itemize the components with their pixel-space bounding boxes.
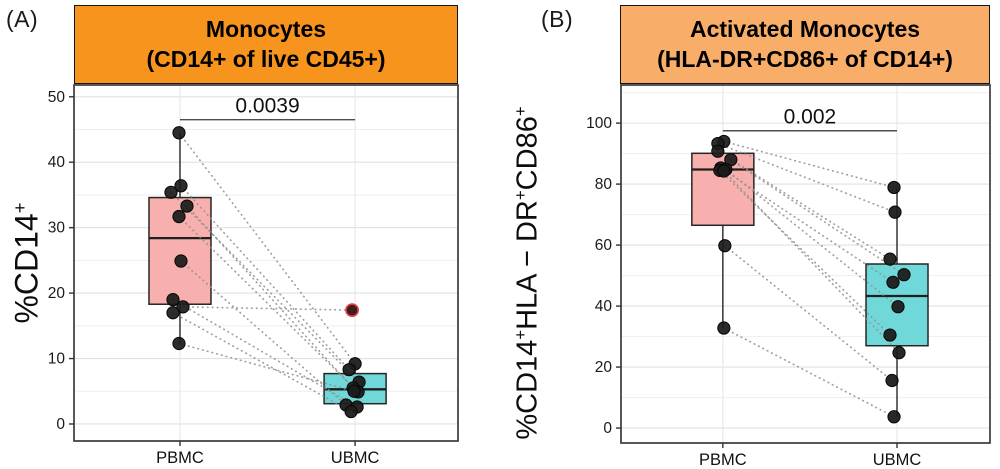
pair-connector-line xyxy=(172,298,358,408)
y-tick-label: 50 xyxy=(48,89,66,106)
data-point-pbmc xyxy=(172,209,186,224)
pair-connector-line xyxy=(178,131,356,365)
data-point-pbmc xyxy=(176,300,190,314)
data-point-ubmc xyxy=(886,275,900,289)
data-point-ubmc xyxy=(888,205,902,219)
label-text: CD86 xyxy=(511,116,544,191)
data-point-ubmc xyxy=(883,252,897,266)
y-tick-label: 0 xyxy=(603,420,612,437)
panel-a-plot: 0.0039 0 10 20 30 40 50 PBMC UBMC xyxy=(48,84,459,467)
p-value-label: 0.0039 xyxy=(235,95,299,118)
superscript-plus: + xyxy=(8,202,30,214)
data-point-ubmc xyxy=(892,346,906,360)
data-point-ubmc xyxy=(342,363,356,377)
data-point-pbmc xyxy=(711,144,725,158)
p-value-label: 0.002 xyxy=(784,106,837,129)
pair-connector-line xyxy=(170,191,360,383)
data-point-pbmc xyxy=(166,293,180,307)
data-point-ubmc xyxy=(891,300,905,314)
data-point-ubmc xyxy=(887,410,901,424)
data-point-ubmc xyxy=(883,328,897,342)
x-tick-label-ubmc: UBMC xyxy=(873,451,922,469)
panel-b-strip-title: Activated Monocytes (HLA-DR+CD86+ of CD1… xyxy=(620,5,990,84)
superscript-plus: + xyxy=(510,106,530,117)
data-point-ubmc xyxy=(897,268,911,282)
pair-connector-line xyxy=(172,311,352,413)
superscript-plus: + xyxy=(510,329,530,340)
pair-connector-line xyxy=(186,205,354,389)
panel-a-strip-title: Monocytes (CD14+ of live CD45+) xyxy=(74,5,458,84)
panel-a-title-line2: (CD14+ of live CD45+) xyxy=(146,45,386,72)
data-point-pbmc xyxy=(717,321,731,335)
pair-connector-line xyxy=(722,170,900,354)
y-tick-label: 60 xyxy=(595,237,613,254)
x-tick-label-ubmc: UBMC xyxy=(331,449,380,467)
data-point-ubmc xyxy=(344,404,358,419)
pair-connector-line xyxy=(719,167,894,284)
data-point-pbmc xyxy=(718,239,732,253)
y-tick-label: 10 xyxy=(48,351,66,368)
data-point-pbmc xyxy=(172,126,186,140)
panel-b-title-line1: Activated Monocytes xyxy=(689,16,921,43)
y-tick-label: 20 xyxy=(48,285,66,302)
data-point-pbmc xyxy=(180,199,194,213)
panel-b-plot: 0.002 0 20 40 60 80 100 PBMC UBMC xyxy=(586,84,991,469)
data-point-ubmc xyxy=(885,373,899,388)
y-tick-label: 0 xyxy=(56,416,65,433)
y-tick-label: 40 xyxy=(595,298,613,315)
data-point-pbmc xyxy=(166,306,180,320)
panel-b-y-axis-label: %CD14+HLA − DR+CD86+ xyxy=(510,106,545,440)
y-tick-label: 20 xyxy=(595,359,613,376)
data-point-pbmc xyxy=(717,164,731,178)
pair-connector-line xyxy=(722,140,895,189)
data-point-ubmc xyxy=(887,180,901,195)
x-tick-label-pbmc: PBMC xyxy=(156,449,204,467)
label-text: %CD14 xyxy=(511,339,544,440)
panel-border xyxy=(73,84,459,442)
pair-connector-line xyxy=(178,342,355,393)
pair-connector-line xyxy=(180,260,347,406)
panel-border xyxy=(620,84,991,444)
panel-b-title-line2: (HLA-DR+CD86+ of CD14+) xyxy=(657,45,953,72)
pair-connector-line xyxy=(723,244,893,382)
panel-b-tag: (B) xyxy=(541,6,574,32)
pair-connector-line xyxy=(729,158,905,276)
pair-connector-line xyxy=(718,169,891,336)
pair-connector-line xyxy=(716,150,891,260)
y-tick-label: 30 xyxy=(48,220,66,237)
data-point-pbmc xyxy=(172,336,186,351)
data-point-pbmc xyxy=(174,179,188,193)
label-text: HLA − DR xyxy=(511,200,544,330)
panel-a-title-line1: Monocytes xyxy=(205,16,327,43)
y-tick-label: 40 xyxy=(48,154,66,171)
data-point-pbmc xyxy=(164,185,178,199)
y-tick-label: 80 xyxy=(595,176,613,193)
pair-connector-line xyxy=(182,305,353,311)
superscript-plus: + xyxy=(510,190,530,201)
x-tick-label-pbmc: PBMC xyxy=(699,451,747,469)
data-point-ubmc xyxy=(347,384,361,398)
panel-a-tag: (A) xyxy=(6,6,39,32)
data-point-ubmc-outlier xyxy=(345,303,359,318)
y-tick-label: 100 xyxy=(586,115,612,132)
data-point-pbmc xyxy=(174,254,188,268)
